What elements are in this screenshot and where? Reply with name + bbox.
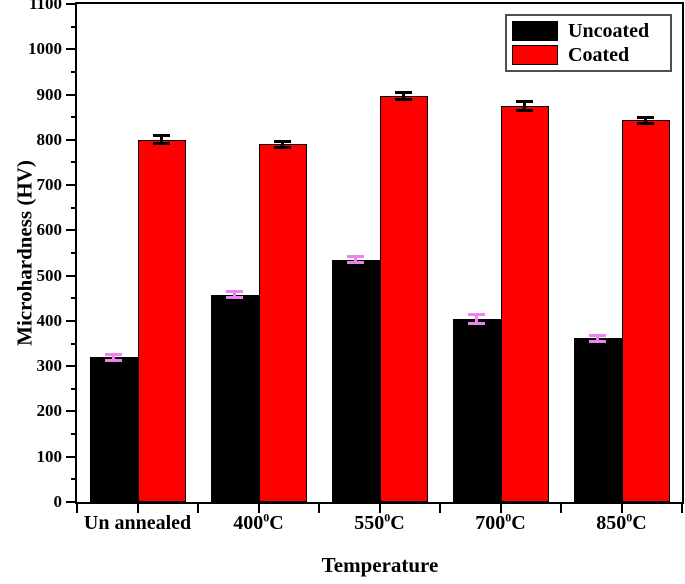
error-bar-coated-1 xyxy=(274,139,291,149)
bar-uncoated-1 xyxy=(210,294,259,502)
coated-swatch xyxy=(512,44,558,65)
y-major-tick xyxy=(66,138,77,141)
x-minor-tick xyxy=(560,503,562,513)
y-major-tick xyxy=(66,319,77,322)
error-bar-uncoated-0 xyxy=(105,352,122,362)
error-bar-stem xyxy=(112,352,115,362)
x-minor-tick xyxy=(76,503,78,513)
bar-coated-3 xyxy=(500,105,549,502)
legend-item-uncoated: Uncoated xyxy=(512,20,665,43)
bar-coated-2 xyxy=(379,96,428,502)
y-tick-label: 400 xyxy=(36,310,63,330)
x-major-tick xyxy=(378,503,381,513)
y-major-tick xyxy=(66,3,77,5)
x-minor-tick xyxy=(439,503,441,513)
x-major-tick xyxy=(257,503,260,513)
x-minor-tick xyxy=(318,503,320,513)
x-minor-tick xyxy=(681,503,683,513)
y-major-tick xyxy=(66,93,77,96)
error-bar-stem xyxy=(523,99,526,112)
y-tick-label: 200 xyxy=(36,401,63,421)
y-major-tick xyxy=(66,229,77,232)
error-bar-stem xyxy=(596,333,599,343)
x-major-tick xyxy=(499,503,502,513)
x-axis-title: Temperature xyxy=(321,553,439,577)
legend-label-uncoated: Uncoated xyxy=(568,20,650,43)
y-minor-tick xyxy=(71,70,77,73)
bar-uncoated-2 xyxy=(331,259,380,502)
error-bar-uncoated-3 xyxy=(468,312,485,325)
y-tick-label: 800 xyxy=(36,129,63,149)
error-bar-stem xyxy=(354,255,357,265)
y-minor-tick xyxy=(71,116,77,119)
y-minor-tick xyxy=(71,342,77,345)
bar-coated-1 xyxy=(258,144,307,502)
y-minor-tick xyxy=(71,25,77,28)
y-minor-tick xyxy=(71,433,77,436)
x-category-label: 7000C xyxy=(475,510,526,534)
y-tick-label: 1000 xyxy=(28,39,62,59)
error-bar-stem xyxy=(644,115,647,125)
error-bar-uncoated-2 xyxy=(347,255,364,265)
y-minor-tick xyxy=(71,478,77,481)
bar-uncoated-3 xyxy=(452,318,501,502)
error-bar-coated-2 xyxy=(395,91,412,102)
y-tick-label: 900 xyxy=(36,84,63,104)
x-category-label: 4000C xyxy=(233,510,284,534)
y-tick-label: 700 xyxy=(36,175,63,195)
y-tick-label: 100 xyxy=(36,446,63,466)
y-tick-label: 1100 xyxy=(28,0,62,13)
error-bar-stem xyxy=(281,139,284,149)
y-minor-tick xyxy=(71,161,77,164)
error-bar-coated-4 xyxy=(637,115,654,125)
bar-coated-4 xyxy=(621,120,670,502)
x-category-label: Un annealed xyxy=(83,512,192,534)
error-bar-coated-0 xyxy=(153,134,170,146)
error-bar-uncoated-1 xyxy=(226,290,243,300)
error-bar-stem xyxy=(233,290,236,300)
error-bar-stem xyxy=(475,312,478,325)
bar-coated-0 xyxy=(137,139,186,502)
y-minor-tick xyxy=(71,252,77,254)
y-major-tick xyxy=(66,365,77,368)
x-category-label: 8500C xyxy=(596,510,647,534)
y-major-tick xyxy=(66,410,77,413)
error-bar-stem xyxy=(160,134,163,146)
y-major-tick xyxy=(66,48,77,51)
y-major-tick xyxy=(66,274,77,277)
y-major-tick xyxy=(66,184,77,187)
error-bar-stem xyxy=(402,91,405,102)
x-major-tick xyxy=(620,503,623,513)
y-minor-tick xyxy=(71,206,77,209)
error-bar-coated-3 xyxy=(516,99,533,112)
y-minor-tick xyxy=(71,297,77,300)
y-tick-label: 300 xyxy=(36,356,63,376)
y-major-tick xyxy=(66,501,77,503)
bar-uncoated-4 xyxy=(573,338,622,502)
y-tick-label: 500 xyxy=(36,265,63,285)
y-tick-label: 0 xyxy=(53,492,63,511)
uncoated-swatch xyxy=(512,21,558,42)
legend: Uncoated Coated xyxy=(505,14,672,72)
x-major-tick xyxy=(136,503,139,513)
x-category-label: 5500C xyxy=(354,510,405,534)
x-minor-tick xyxy=(197,503,199,513)
legend-label-coated: Coated xyxy=(568,43,630,66)
y-tick-label: 600 xyxy=(36,220,63,240)
error-bar-uncoated-4 xyxy=(589,333,606,343)
legend-item-coated: Coated xyxy=(512,43,665,66)
y-minor-tick xyxy=(71,387,77,390)
y-major-tick xyxy=(66,455,77,458)
bar-uncoated-0 xyxy=(89,357,138,502)
